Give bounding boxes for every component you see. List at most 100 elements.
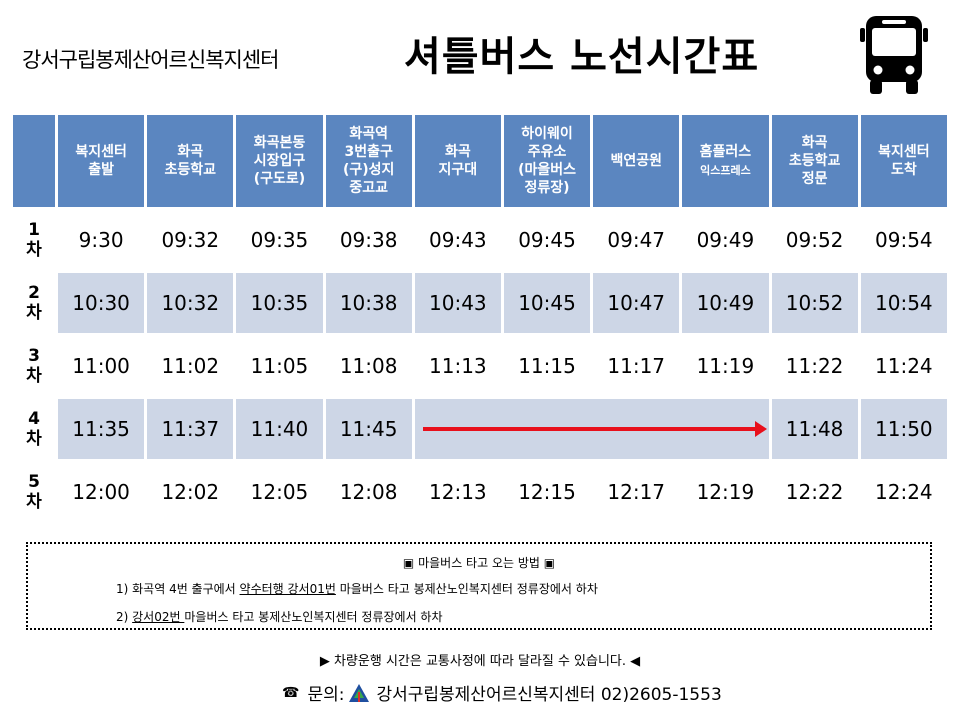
time-cell: 11:37 xyxy=(147,399,234,459)
time-cell: 12:15 xyxy=(518,480,576,504)
trip-row: 2 차 10:30 10:32 10:35 10:38 10:43 10:45 10:47 10… xyxy=(13,273,947,333)
contact-label: 문의: xyxy=(307,685,345,705)
time-cell: 12:00 xyxy=(72,480,130,504)
trip-row: 4 차 11:35 11:37 11:40 11:45 11:48 11:50 xyxy=(13,399,947,459)
stop-name: 화곡 초등학교 xyxy=(164,144,217,178)
stop-name: 화곡본동 시장입구 (구도로) xyxy=(253,135,306,187)
corner-cell xyxy=(13,115,55,207)
stop-name: 화곡역 3번출구 (구)성지 중고교 xyxy=(342,126,395,196)
time-cell: 10:30 xyxy=(58,273,145,333)
time-cell: 10:54 xyxy=(860,273,947,333)
stop-header: 화곡 초등학교 xyxy=(147,115,234,207)
time-cell: 10:43 xyxy=(414,273,501,333)
time-cell: 10:32 xyxy=(147,273,234,333)
trip-label: 4 차 xyxy=(13,399,55,459)
time-cell: 11:35 xyxy=(58,399,145,459)
stop-header: 복지센터 출발 xyxy=(58,115,145,207)
time-cell: 11:48 xyxy=(771,399,858,459)
phone-icon: ☎ xyxy=(282,684,300,701)
time-cell: 9:30 xyxy=(78,228,124,252)
time-cell: 09:38 xyxy=(339,228,398,252)
contact-text: 강서구립봉제산어르신복지센터 02)2605-1553 xyxy=(376,685,722,705)
time-cell: 09:49 xyxy=(696,228,755,252)
page-title: 셔틀버스 노선시간표 xyxy=(404,34,760,80)
directions-item-2: 2) 강서02번 마을버스 타고 봉제산노인복지센터 정류장에서 하차 xyxy=(116,608,443,625)
stop-name: 백연공원 xyxy=(610,153,662,169)
time-cell: 11:24 xyxy=(875,354,933,378)
timetable-header-row: 복지센터 출발 화곡 초등학교 화곡본동 시장입구 (구도로) 화곡역 3번출구 (구… xyxy=(13,115,947,207)
time-cell: 10:38 xyxy=(325,273,412,333)
trip-row: 5 차 12:00 12:02 12:05 12:08 12:13 12:15 12:17 12… xyxy=(13,462,947,522)
time-cell: 10:49 xyxy=(682,273,769,333)
time-cell: 09:45 xyxy=(518,228,576,252)
trip-label: 3 차 xyxy=(13,336,55,396)
directions-item-1-route: 약수터행 강서01번 xyxy=(239,582,336,596)
center-logo-icon xyxy=(349,683,370,702)
time-cell: 12:02 xyxy=(161,480,220,504)
time-cell: 09:43 xyxy=(429,228,487,252)
timetable: 복지센터 출발 화곡 초등학교 화곡본동 시장입구 (구도로) 화곡역 3번출구 (구… xyxy=(10,112,950,525)
stop-name: 복지센터 도착 xyxy=(878,144,930,178)
time-cell: 11:40 xyxy=(236,399,323,459)
directions-item-1: 1) 화곡역 4번 출구에서 약수터행 강서01번 마을버스 타고 봉제산노인복… xyxy=(116,580,598,597)
stop-name: 화곡 초등학교 정문 xyxy=(788,135,841,187)
stop-header: 복지센터 도착 xyxy=(860,115,947,207)
time-cell: 11:45 xyxy=(325,399,412,459)
stop-name: 화곡 지구대 xyxy=(438,144,478,178)
time-cell: 12:17 xyxy=(607,480,666,504)
directions-item-1-text: 1) 화곡역 4번 출구에서 xyxy=(116,582,240,596)
time-cell: 09:47 xyxy=(607,228,666,252)
time-cell: 09:32 xyxy=(161,228,220,252)
time-cell: 10:45 xyxy=(503,273,591,333)
time-cell: 12:13 xyxy=(429,480,487,504)
header: 강서구립봉제산어르신복지센터 셔틀버스 노선시간표 xyxy=(0,0,960,100)
stop-header: 백연공원 xyxy=(593,115,680,207)
stop-header: 하이웨이 주유소 (마을버스 정류장) xyxy=(503,115,591,207)
trip-row: 3 차 11:00 11:02 11:05 11:08 11:13 11:15 11:17 11… xyxy=(13,336,947,396)
stop-header: 화곡본동 시장입구 (구도로) xyxy=(236,115,323,207)
trip-label: 5 차 xyxy=(13,462,55,522)
directions-item-2-route: 강서02번 xyxy=(132,610,185,624)
time-cell: 12:05 xyxy=(250,480,309,504)
directions-item-1-rest: 마을버스 타고 봉제산노인복지센터 정류장에서 하차 xyxy=(335,582,598,596)
stop-name: 복지센터 출발 xyxy=(75,144,127,178)
stop-name-sub: 익스프레스 xyxy=(700,163,751,177)
time-cell: 11:08 xyxy=(339,354,398,378)
time-cell: 09:52 xyxy=(785,228,844,252)
stop-name: 홈플러스 xyxy=(699,143,752,160)
time-cell: 11:17 xyxy=(607,354,666,378)
skip-arrow-cell xyxy=(414,399,769,459)
trip-row: 1 차 9:30 09:32 09:35 09:38 09:43 09:45 09:47 09:… xyxy=(13,210,947,270)
time-cell: 12:24 xyxy=(875,480,933,504)
time-cell: 10:52 xyxy=(771,273,858,333)
time-cell: 11:00 xyxy=(72,354,130,378)
timetable-body: 1 차 9:30 09:32 09:35 09:38 09:43 09:45 09:47 09:… xyxy=(13,210,947,522)
directions-item-2-text: 2) xyxy=(116,610,133,624)
stop-header: 화곡 지구대 xyxy=(414,115,501,207)
org-name: 강서구립봉제산어르신복지센터 xyxy=(22,48,279,72)
time-cell: 09:35 xyxy=(250,228,309,252)
contact-line: ☎ 문의: 강서구립봉제산어르신복지센터 02)2605-1553 xyxy=(282,680,722,705)
stop-header: 화곡역 3번출구 (구)성지 중고교 xyxy=(325,115,412,207)
time-cell: 12:22 xyxy=(785,480,844,504)
directions-title: ▣ 마을버스 타고 오는 방법 ▣ xyxy=(402,556,556,570)
time-cell: 11:13 xyxy=(429,354,487,378)
time-cell: 10:35 xyxy=(236,273,323,333)
arrow-right-icon xyxy=(422,421,767,437)
time-cell: 11:15 xyxy=(518,354,576,378)
time-cell: 09:54 xyxy=(875,228,933,252)
time-cell: 11:05 xyxy=(250,354,309,378)
time-cell: 11:50 xyxy=(860,399,947,459)
time-cell: 11:02 xyxy=(161,354,220,378)
time-cell: 10:47 xyxy=(593,273,680,333)
directions-item-2-rest: 마을버스 타고 봉제산노인복지센터 정류장에서 하차 xyxy=(184,610,443,624)
trip-label: 2 차 xyxy=(13,273,55,333)
trip-label: 1 차 xyxy=(13,210,55,270)
time-cell: 11:19 xyxy=(696,354,755,378)
time-cell: 12:08 xyxy=(339,480,398,504)
bus-icon xyxy=(860,16,928,94)
time-cell: 12:19 xyxy=(696,480,755,504)
schedule-notice: ▶ 차량운행 시간은 교통사정에 따라 달라질 수 있습니다. ◀ xyxy=(319,654,641,669)
time-cell: 11:22 xyxy=(785,354,844,378)
